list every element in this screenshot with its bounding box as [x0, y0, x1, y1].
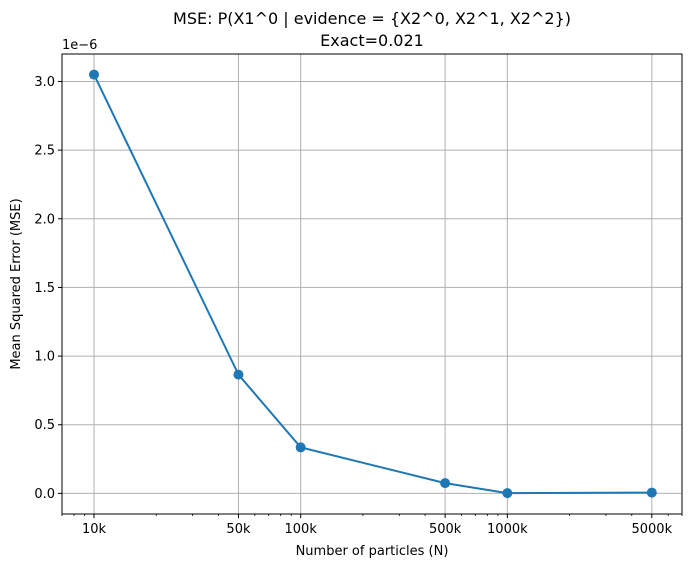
data-point — [295, 442, 306, 453]
tick-layer: 10k 50k 100k 500k 1000k 5000k 0.0 0.5 1.0 1.5 2.0 2… — [34, 75, 683, 537]
data-point — [502, 488, 513, 499]
data-point — [89, 69, 100, 80]
data-point — [233, 369, 244, 380]
x-tick-label: 1000k — [487, 522, 528, 537]
y-tick-label: 2.0 — [34, 212, 55, 227]
y-tick-label: 2.5 — [34, 144, 55, 159]
series-line — [93, 74, 652, 495]
grid-layer — [62, 54, 682, 514]
plot-frame — [61, 53, 683, 515]
y-tick-label: 1.0 — [34, 350, 55, 365]
y-tick-label: 0.0 — [34, 487, 55, 502]
data-point — [646, 487, 657, 498]
x-axis-label: Number of particles (N) — [296, 544, 449, 559]
y-tick-label: 0.5 — [34, 418, 55, 433]
y-tick-label: 1.5 — [34, 281, 55, 296]
chart-title: MSE: P(X1^0 | evidence = {X2^0, X2^1, X2… — [173, 9, 571, 28]
y-scale-factor: 1e−6 — [62, 38, 97, 53]
x-tick-label: 50k — [226, 522, 251, 537]
y-axis-label: Mean Squared Error (MSE) — [9, 198, 24, 369]
y-tick-label: 3.0 — [34, 75, 55, 90]
chart-subtitle: Exact=0.021 — [320, 31, 424, 50]
x-tick-label: 10k — [82, 522, 107, 537]
x-tick-label: 5000k — [631, 522, 672, 537]
x-tick-label: 500k — [429, 522, 462, 537]
series-layer — [89, 69, 657, 499]
data-point — [440, 478, 451, 489]
x-tick-label: 100k — [285, 522, 318, 537]
